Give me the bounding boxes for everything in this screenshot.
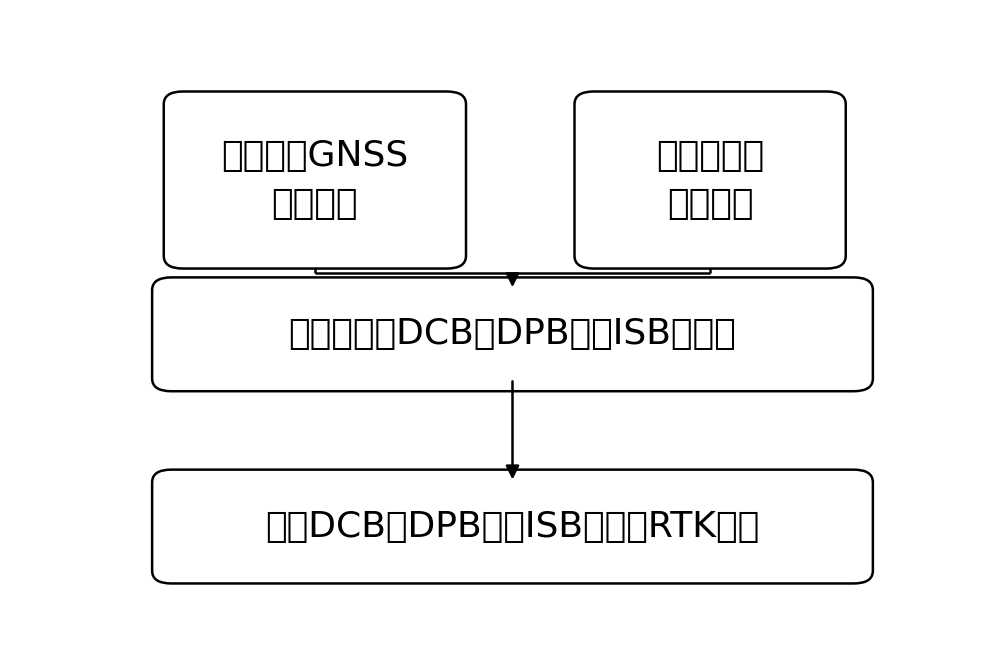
Text: 基于DCB、DPB以及ISB建模的RTK定位: 基于DCB、DPB以及ISB建模的RTK定位 — [265, 510, 760, 543]
FancyBboxPatch shape — [164, 91, 466, 269]
Text: 基于温度对DCB、DPB以及ISB的建模: 基于温度对DCB、DPB以及ISB的建模 — [289, 317, 736, 351]
Text: 环境温度的
变化数据: 环境温度的 变化数据 — [656, 139, 764, 221]
Text: 多频多模GNSS
观测数据: 多频多模GNSS 观测数据 — [221, 139, 409, 221]
FancyBboxPatch shape — [152, 470, 873, 583]
FancyBboxPatch shape — [152, 277, 873, 391]
FancyBboxPatch shape — [574, 91, 846, 269]
